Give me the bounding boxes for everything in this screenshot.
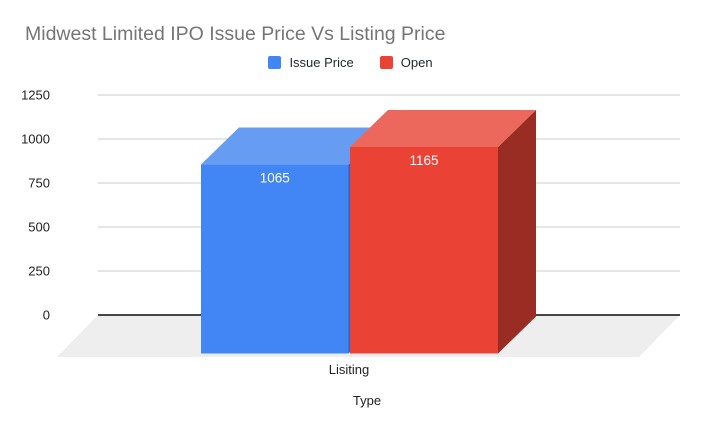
y-tick-label: 250 [28,264,50,279]
bar-0-front-face [201,164,349,354]
legend-swatch-rect [268,56,282,69]
y-tick-label: 750 [28,176,50,191]
legend-item-issue-price: Issue Price [268,55,354,70]
y-tick-label: 500 [28,220,50,235]
legend-swatch-issue-price [268,56,282,69]
legend-swatch-rect [379,56,393,69]
y-tick-label: 0 [43,308,50,323]
legend-label-open: Open [400,55,433,70]
legend-swatch-open [379,56,393,69]
legend-label-issue-price: Issue Price [289,55,354,70]
y-tick-label: 1000 [21,132,50,147]
y-tick-label: 1250 [21,88,50,103]
chart-legend: Issue Price Open [0,55,701,70]
chart-title: Midwest Limited IPO Issue Price Vs Listi… [25,23,446,45]
bar-1-front-face [350,146,498,354]
bar-value-label: 1165 [409,153,438,168]
x-category-label: Lisiting [329,362,369,377]
legend-item-open: Open [379,55,433,70]
bar-1-top-face [350,109,536,147]
bar-0-top-face [201,127,387,165]
x-axis-title: Type [353,393,381,408]
bar-value-label: 1065 [260,171,290,186]
bar-1-side-face [498,109,536,354]
